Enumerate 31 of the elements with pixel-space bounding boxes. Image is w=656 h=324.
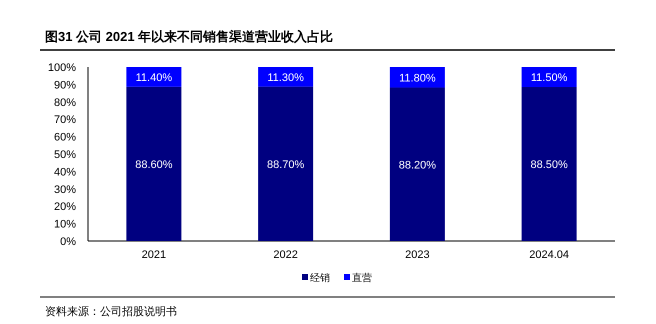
y-tick-label: 40% (54, 166, 76, 178)
y-tick-label: 0% (60, 236, 76, 248)
bar (390, 88, 445, 241)
chart-title: 图31 公司 2021 年以来不同销售渠道营业收入占比 (45, 29, 334, 44)
data-label: 88.20% (398, 159, 436, 172)
bar (126, 86, 182, 241)
x-tick-label: 2024.04 (529, 249, 570, 261)
data-label: 11.80% (399, 72, 436, 84)
y-tick-label: 30% (54, 184, 76, 196)
y-tick-label: 80% (54, 96, 76, 109)
data-label: 88.70% (266, 158, 304, 171)
bar (258, 86, 314, 241)
legend-label: 直营 (352, 272, 372, 284)
y-tick-label: 50% (54, 149, 76, 161)
data-label: 11.30% (267, 72, 304, 84)
y-tick-label: 70% (54, 114, 76, 126)
x-tick-label: 2023 (405, 249, 430, 261)
y-tick-label: 60% (54, 132, 76, 144)
text: 资料来源：公司招股说明书 (45, 305, 177, 318)
data-label: 88.60% (135, 158, 173, 171)
data-label: 11.50% (530, 72, 568, 84)
data-label: 88.50% (530, 159, 568, 172)
data-label: 11.40% (136, 72, 172, 84)
legend-label: 经销 (310, 272, 330, 284)
x-tick-label: 2021 (142, 249, 166, 261)
y-tick-label: 100% (48, 62, 76, 74)
x-tick-label: 2022 (273, 249, 298, 261)
bar (522, 87, 577, 241)
y-tick-label: 90% (54, 79, 76, 92)
y-tick-label: 20% (54, 201, 76, 214)
y-tick-label: 10% (54, 218, 76, 231)
